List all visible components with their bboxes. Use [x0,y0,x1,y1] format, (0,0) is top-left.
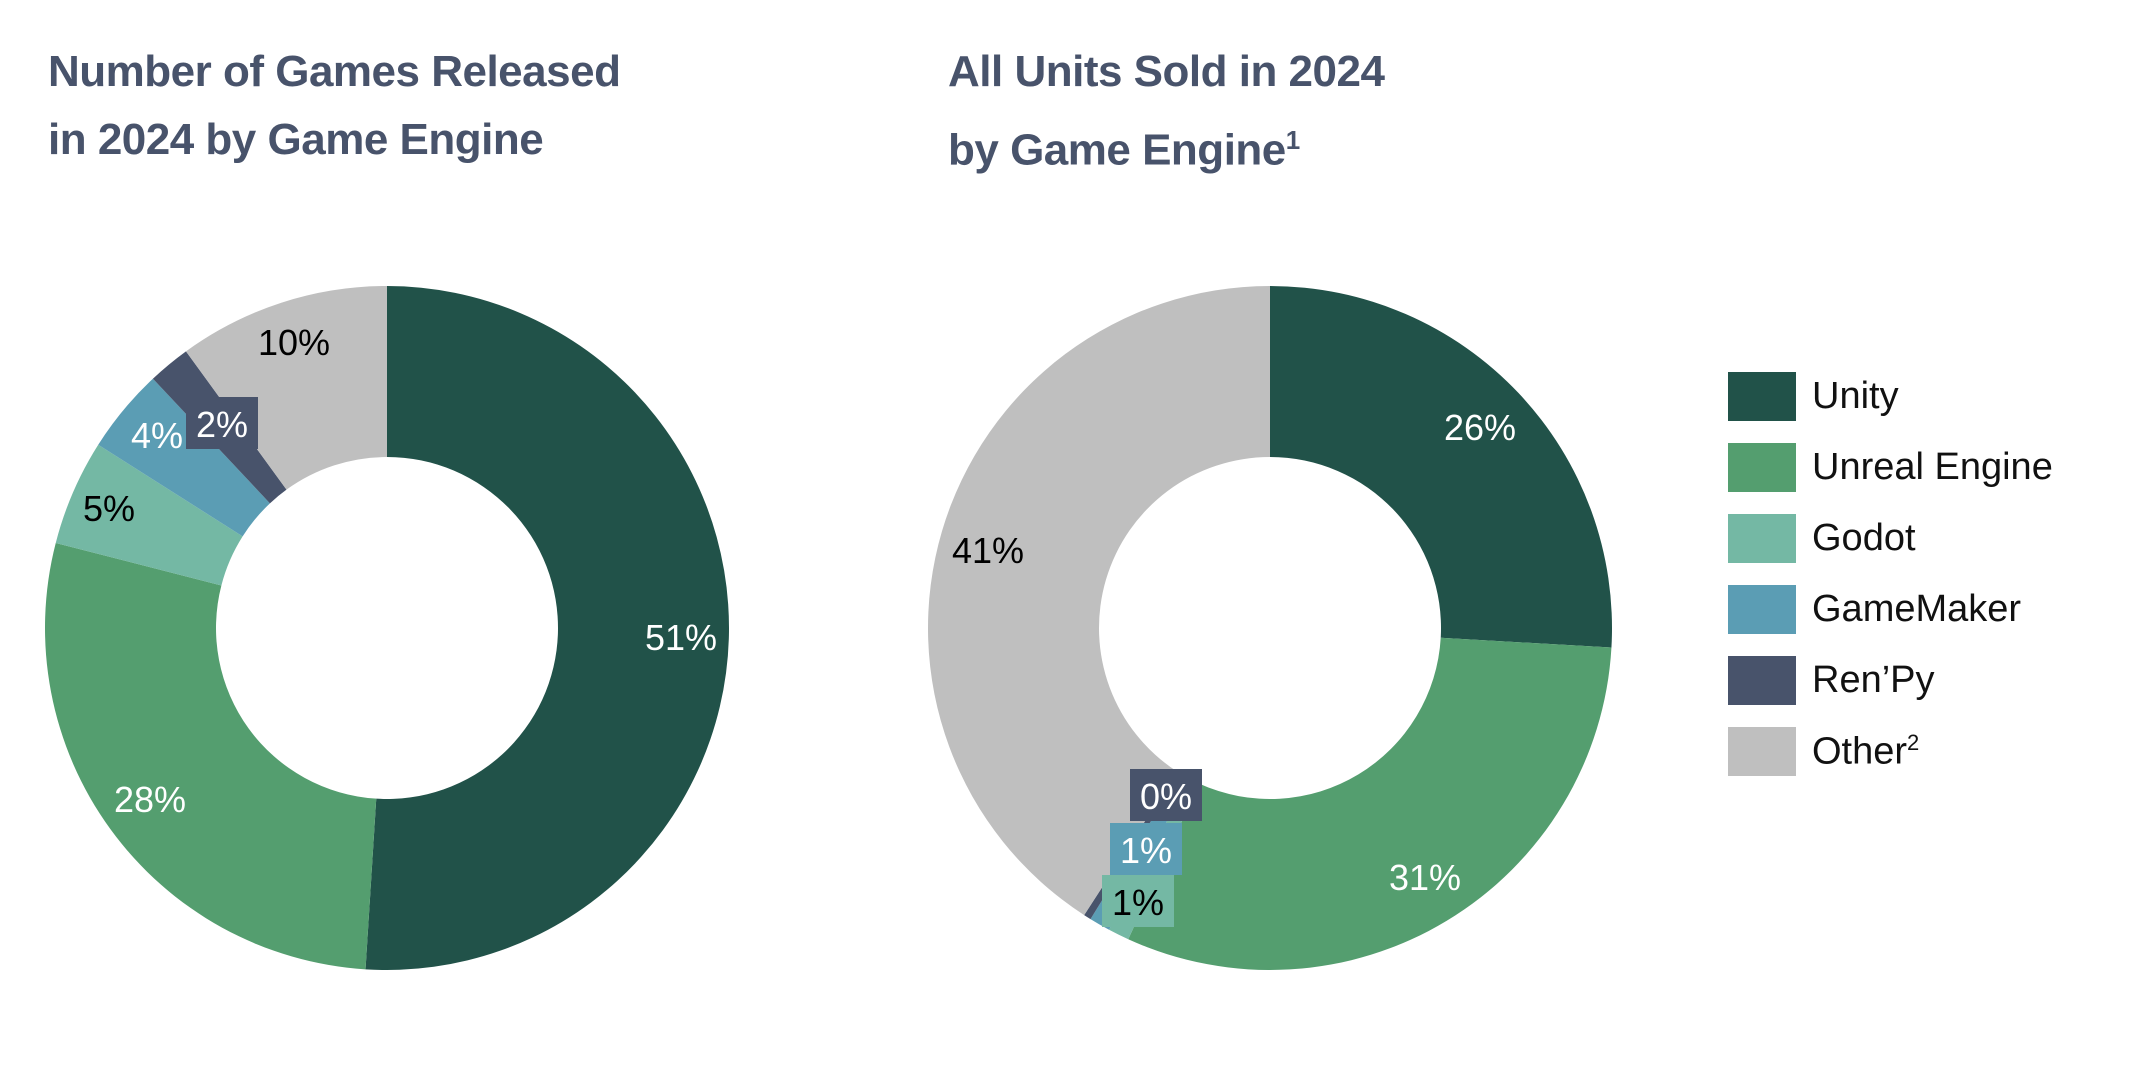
slice-other [185,286,387,490]
legend-label-text: Other [1812,730,1908,773]
donut-0: 51% 28% 5% 4% 2%10% [44,286,730,970]
legend-item-unreal: Unreal Engine [1728,443,2053,492]
data-label-ren-py: 0% [1140,776,1192,817]
legend-swatch [1728,585,1796,634]
slice-unity [365,286,730,970]
title-line-1: All Units Sold in 2024 [948,47,1385,96]
legend-item-other: Other2 [1728,727,2053,776]
legend-label: Unreal Engine [1812,446,2053,488]
legend-label: Unity [1812,375,1899,417]
data-label-gamemaker: 4% [131,415,183,456]
legend-swatch [1728,443,1796,492]
legend-label: Ren’Py [1812,659,1935,701]
data-label-ren-py: 2% [196,404,248,445]
slice-unity [1270,286,1613,648]
title-line-2: by Game Engine [948,125,1286,175]
legend-item-gamemaker: GameMaker [1728,585,2053,634]
legend-label: Other2 [1812,730,1919,774]
legend-label: GameMaker [1812,588,2022,630]
legend: Unity Unreal Engine Godot GameMaker Ren’… [1728,372,2053,798]
slice-other [927,286,1270,916]
chart-title-games-released: Number of Games Released in 2024 by Game… [48,38,621,174]
data-label-box [1102,875,1174,927]
legend-swatch [1728,372,1796,421]
data-label-other: 10% [258,322,330,363]
chart-title-units-sold: All Units Sold in 2024 by Game Engine1 [948,38,1385,185]
donut-1: 26% 31% 1% 1% 0% 41% [927,286,1613,970]
data-label-godot: 5% [83,488,135,529]
legend-swatch [1728,656,1796,705]
title-line-2-wrap: by Game Engine1 [948,106,1384,185]
data-label-box [1130,769,1202,821]
slice-godot [55,444,243,586]
title-line-1: Number of Games Released [48,47,621,96]
title-line-2: in 2024 by Game Engine [48,115,544,164]
legend-swatch [1728,514,1796,563]
data-label-gamemaker: 1% [1120,830,1172,871]
data-label-box [186,397,258,449]
legend-item-renpy: Ren’Py [1728,656,2053,705]
data-label-unreal-engine: 28% [114,779,186,820]
data-label-unreal-engine: 31% [1389,857,1461,898]
slice-unreal-engine [44,542,377,970]
data-label-unity: 26% [1444,407,1516,448]
legend-item-godot: Godot [1728,514,2053,563]
slice-gamemaker [98,378,270,537]
slice-unreal-engine [1128,637,1612,970]
data-label-unity: 51% [645,617,717,658]
legend-item-unity: Unity [1728,372,2053,421]
data-label-godot: 1% [1112,882,1164,923]
footnote-marker: 2 [1907,729,1920,755]
legend-swatch [1728,727,1796,776]
legend-label: Godot [1812,517,1916,559]
data-label-other: 41% [952,530,1024,571]
footnote-marker: 1 [1285,125,1300,155]
data-label-box [1110,823,1182,875]
